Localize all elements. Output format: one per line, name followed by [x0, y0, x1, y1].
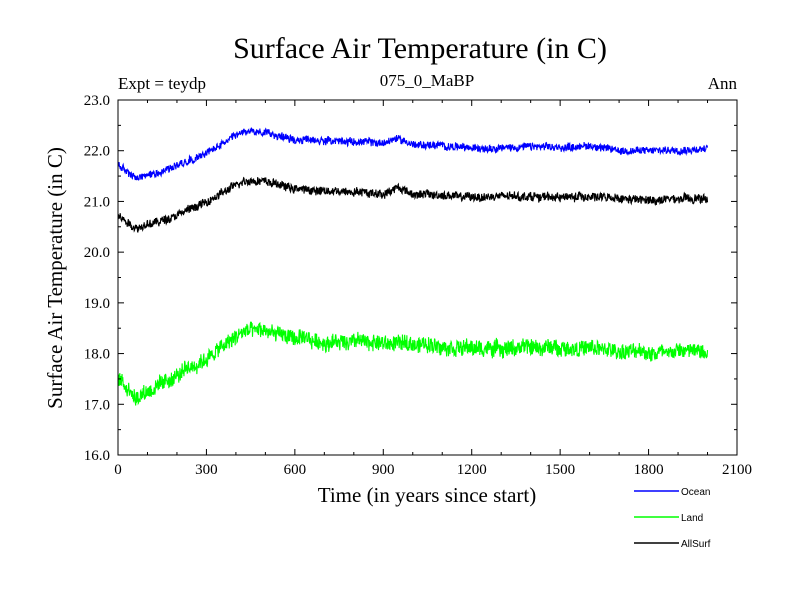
- x-tick-label: 300: [195, 462, 218, 478]
- y-axis-label: Surface Air Temperature (in C): [43, 147, 67, 409]
- y-tick-label: 18.0: [84, 347, 110, 363]
- x-tick-label: 1800: [634, 462, 664, 478]
- legend: Ocean Land AllSurf: [634, 487, 711, 550]
- y-tick-label: 20.0: [84, 245, 110, 261]
- y-tick-label: 23.0: [84, 93, 110, 109]
- series-line-allsurf: [117, 176, 709, 233]
- x-tick-label: 900: [372, 462, 395, 478]
- y-axis-ticks: 16.0 17.0 18.0 19.0 20.0 21.0 22.0 23.0: [84, 93, 737, 464]
- legend-label-ocean: Ocean: [681, 487, 710, 498]
- series-line-land: [117, 321, 709, 406]
- y-tick-label: 17.0: [84, 397, 110, 413]
- y-tick-label: 21.0: [84, 194, 110, 210]
- x-tick-label: 0: [114, 462, 122, 478]
- x-axis-label: Time (in years since start): [318, 483, 537, 507]
- x-tick-label: 2100: [722, 462, 752, 478]
- y-tick-label: 22.0: [84, 144, 110, 160]
- x-axis-ticks: 0 300 600 900 1200 1500 1800 2100: [114, 100, 752, 478]
- legend-label-land: Land: [681, 513, 703, 524]
- season-label: Ann: [708, 74, 738, 93]
- plot-frame: [117, 99, 738, 456]
- legend-label-allsurf: AllSurf: [681, 539, 711, 550]
- series-layer: [117, 127, 709, 406]
- y-tick-label: 19.0: [84, 296, 110, 312]
- run-label: 075_0_MaBP: [380, 71, 474, 90]
- series-line-ocean: [117, 127, 709, 181]
- x-tick-label: 1500: [545, 462, 575, 478]
- x-tick-label: 1200: [457, 462, 487, 478]
- x-tick-label: 600: [284, 462, 307, 478]
- chart-title: Surface Air Temperature (in C): [233, 32, 607, 65]
- y-tick-label: 16.0: [84, 448, 110, 464]
- experiment-label: Expt = teydp: [118, 74, 206, 93]
